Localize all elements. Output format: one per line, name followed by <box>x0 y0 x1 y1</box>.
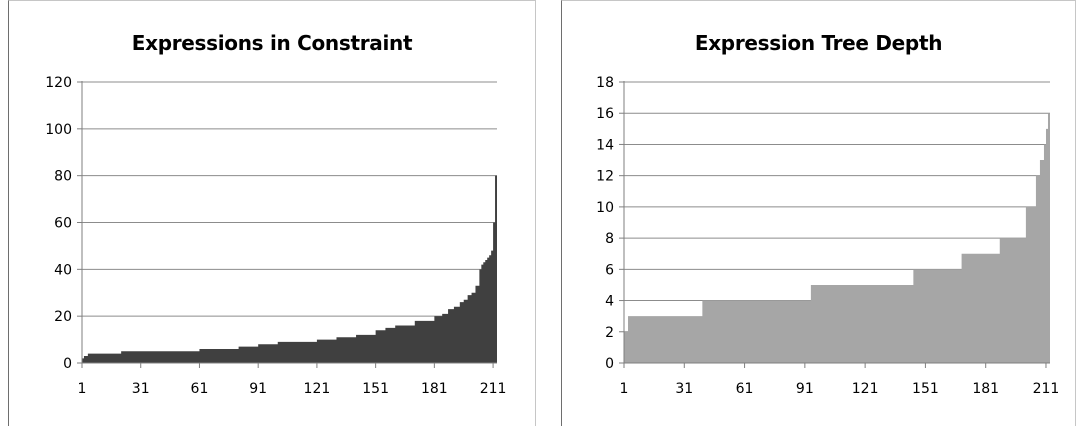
y-tick-label: 18 <box>596 75 614 91</box>
x-tick-label: 151 <box>362 381 389 397</box>
area-series <box>82 105 497 364</box>
y-tick-label: 12 <box>596 169 614 185</box>
x-tick-label: 121 <box>304 381 331 397</box>
y-tick-label: 0 <box>605 356 614 372</box>
x-tick-label: 61 <box>736 381 754 397</box>
y-tick-label: 4 <box>605 294 614 310</box>
x-tick-label: 211 <box>1033 381 1060 397</box>
x-tick-label: 31 <box>132 381 150 397</box>
y-tick-label: 0 <box>63 356 72 372</box>
x-tick-label: 61 <box>191 381 209 397</box>
y-tick-label: 80 <box>54 169 72 185</box>
chart-panel-expressions: Expressions in Constraint 0 20 40 60 80 100 12… <box>8 0 536 426</box>
y-tick-label: 6 <box>605 262 614 278</box>
chart-title: Expression Tree Depth <box>694 31 943 55</box>
x-tick-label: 211 <box>480 381 507 397</box>
x-tick-label: 121 <box>852 381 879 397</box>
x-tick-label: 91 <box>249 381 267 397</box>
y-tick-label: 14 <box>596 137 614 153</box>
x-tick-label: 31 <box>675 381 693 397</box>
x-tick-label: 1 <box>78 381 87 397</box>
x-tick-label: 181 <box>972 381 999 397</box>
y-tick-label: 60 <box>54 216 72 232</box>
chart-title: Expressions in Constraint <box>131 31 413 55</box>
y-tick-label: 10 <box>596 200 614 216</box>
y-tick-label: 16 <box>596 106 614 122</box>
y-tick-label: 2 <box>605 325 614 341</box>
x-tick-label: 151 <box>912 381 939 397</box>
y-tick-label: 8 <box>605 231 614 247</box>
x-tick-label: 1 <box>620 381 629 397</box>
y-tick-label: 40 <box>54 262 72 278</box>
x-tick-label: 91 <box>796 381 814 397</box>
y-tick-label: 120 <box>45 75 72 91</box>
area-series <box>624 97 1050 363</box>
y-tick-label: 20 <box>54 309 72 325</box>
y-tick-label: 100 <box>45 122 72 138</box>
x-tick-label: 181 <box>421 381 448 397</box>
chart-plot-expressions: 0 20 40 60 80 100 120 1 31 61 91 121 151 181 211 <box>45 75 507 397</box>
chart-panel-depth: Expression Tree Depth 0 2 4 6 8 10 12 14 16 18 1 31… <box>561 0 1076 426</box>
